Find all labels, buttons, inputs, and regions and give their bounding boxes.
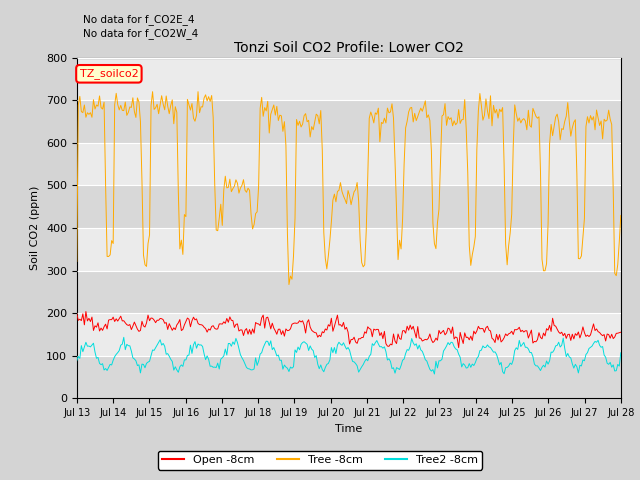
- Text: No data for f_CO2W_4: No data for f_CO2W_4: [83, 28, 198, 39]
- Line: Tree -8cm: Tree -8cm: [77, 92, 621, 285]
- Text: TZ_soilco2: TZ_soilco2: [79, 68, 138, 79]
- Title: Tonzi Soil CO2 Profile: Lower CO2: Tonzi Soil CO2 Profile: Lower CO2: [234, 41, 464, 55]
- Bar: [77, 356, 621, 398]
- Tree -8cm: [237, 185, 244, 191]
- Open -8cm: [141, 324, 149, 330]
- Tree -8cm: [617, 213, 625, 218]
- Tree2 -8cm: [73, 358, 81, 363]
- Tree -8cm: [255, 183, 262, 189]
- Tree2 -8cm: [589, 341, 597, 347]
- Tree2 -8cm: [141, 365, 149, 371]
- Tree -8cm: [73, 259, 81, 264]
- Open -8cm: [455, 345, 463, 350]
- Open -8cm: [255, 321, 262, 327]
- Tree -8cm: [285, 282, 292, 288]
- Open -8cm: [82, 309, 90, 314]
- Bar: [77, 185, 621, 228]
- Line: Open -8cm: Open -8cm: [77, 312, 621, 348]
- Open -8cm: [73, 311, 81, 317]
- Line: Tree2 -8cm: Tree2 -8cm: [77, 337, 621, 374]
- X-axis label: Time: Time: [335, 424, 362, 433]
- Open -8cm: [264, 314, 271, 320]
- Tree2 -8cm: [431, 371, 438, 377]
- Tree2 -8cm: [617, 350, 625, 356]
- Open -8cm: [237, 327, 244, 333]
- Tree2 -8cm: [264, 338, 271, 344]
- Tree -8cm: [140, 252, 147, 258]
- Text: No data for f_CO2E_4: No data for f_CO2E_4: [83, 13, 195, 24]
- Open -8cm: [617, 329, 625, 335]
- Y-axis label: Soil CO2 (ppm): Soil CO2 (ppm): [30, 186, 40, 270]
- Tree2 -8cm: [120, 335, 127, 340]
- Tree2 -8cm: [255, 358, 262, 364]
- Tree -8cm: [148, 89, 156, 95]
- Tree -8cm: [314, 113, 321, 119]
- Tree2 -8cm: [237, 352, 244, 358]
- Tree2 -8cm: [312, 353, 320, 359]
- Bar: [77, 100, 621, 143]
- Legend: Open -8cm, Tree -8cm, Tree2 -8cm: Open -8cm, Tree -8cm, Tree2 -8cm: [157, 451, 483, 469]
- Open -8cm: [312, 330, 320, 336]
- Bar: [77, 271, 621, 313]
- Open -8cm: [589, 321, 597, 327]
- Tree -8cm: [264, 98, 271, 104]
- Tree -8cm: [589, 114, 597, 120]
